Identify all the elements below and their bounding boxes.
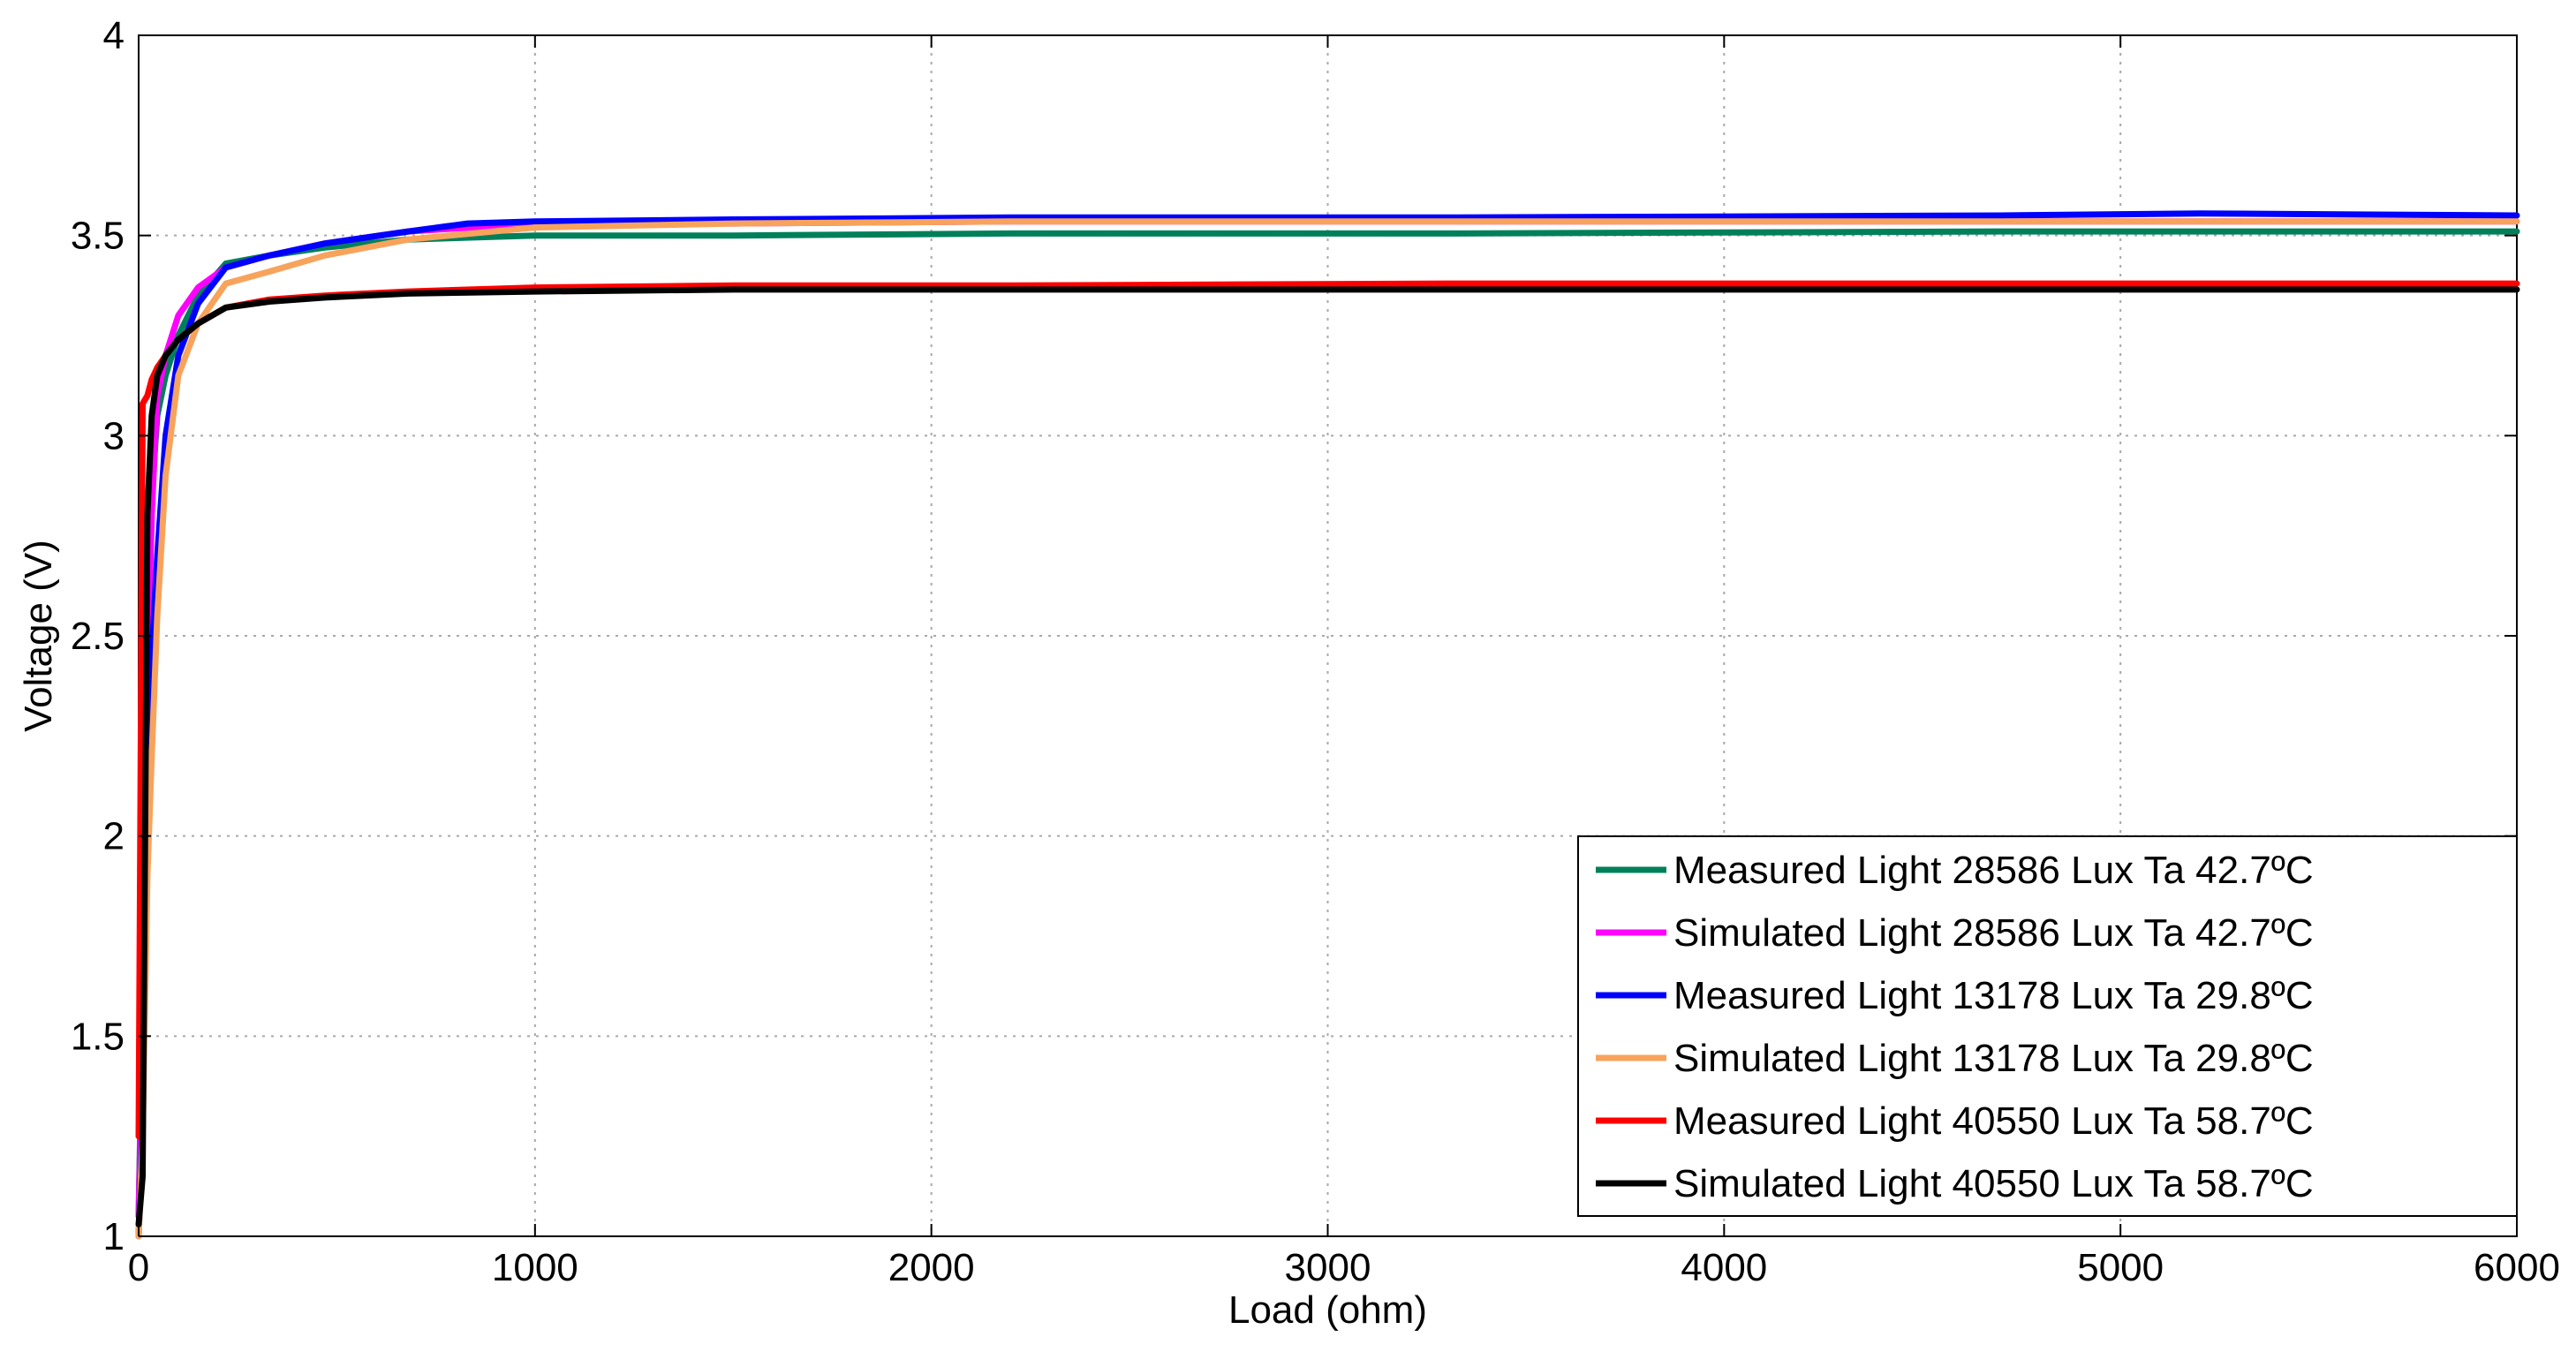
x-axis-label: Load (ohm)	[1228, 1288, 1427, 1332]
x-tick-label: 3000	[1285, 1246, 1371, 1289]
legend-entry-label: Simulated Light 28586 Lux Ta 42.7ºC	[1673, 911, 2314, 955]
legend-box	[1577, 835, 2518, 1217]
y-tick-label: 4	[103, 14, 125, 57]
series-line	[135, 286, 2520, 1227]
series-lines	[135, 210, 2520, 1240]
y-tick-label: 1	[103, 1215, 125, 1258]
legend-entry-label: Measured Light 13178 Lux Ta 29.8ºC	[1673, 974, 2314, 1017]
grid-lines	[139, 35, 2517, 1236]
x-tick-label: 4000	[1681, 1246, 1767, 1289]
y-tick-label: 3	[103, 414, 125, 457]
legend-entry-label: Simulated Light 13178 Lux Ta 29.8ºC	[1673, 1037, 2314, 1080]
y-axis-label: Voltage (V)	[17, 540, 60, 732]
x-tick-label: 0	[128, 1246, 149, 1289]
x-tick-label: 5000	[2077, 1246, 2164, 1289]
series-line	[135, 218, 2520, 1240]
x-tick-label: 1000	[492, 1246, 578, 1289]
x-tick-label: 6000	[2474, 1246, 2560, 1289]
series-line	[135, 210, 2520, 1240]
legend-entry-label: Measured Light 28586 Lux Ta 42.7ºC	[1673, 849, 2314, 892]
legend-items: Measured Light 28586 Lux Ta 42.7ºC Simula…	[1596, 849, 2314, 1205]
y-tick-label: 3.5	[71, 215, 125, 258]
x-tick-label: 2000	[888, 1246, 975, 1289]
legend-entry-label: Measured Light 40550 Lux Ta 58.7ºC	[1673, 1099, 2314, 1143]
legend-entry-label: Simulated Light 40550 Lux Ta 58.7ºC	[1673, 1162, 2314, 1205]
legend: Measured Light 28586 Lux Ta 42.7ºC Simula…	[1577, 835, 2518, 1217]
axis-ticks: 0 1000 2000 3000 4000 5000 6000 1 1.5 2 2.5 3 3.5 4	[71, 14, 2560, 1289]
y-tick-label: 1.5	[71, 1015, 125, 1058]
y-tick-label: 2	[103, 815, 125, 858]
y-tick-label: 2.5	[71, 615, 125, 658]
